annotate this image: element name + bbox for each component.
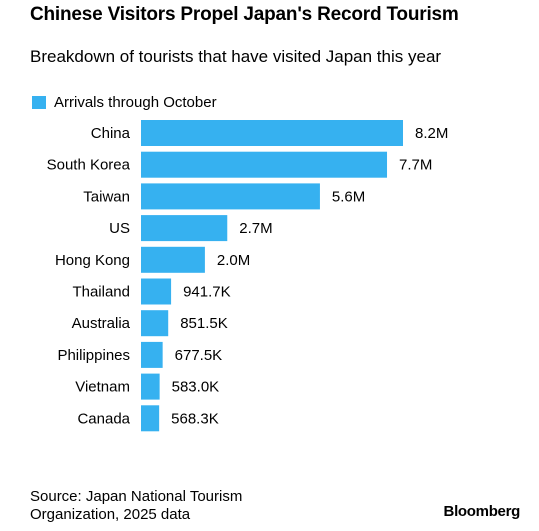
- bar: [141, 310, 169, 337]
- value-label: 568.3K: [171, 410, 219, 427]
- legend: Arrivals through October: [32, 94, 217, 111]
- category-label: China: [91, 125, 131, 142]
- bar: [141, 341, 163, 368]
- category-label: South Korea: [47, 157, 131, 174]
- bar: [141, 246, 205, 273]
- bar: [141, 120, 403, 146]
- category-label: US: [109, 220, 130, 237]
- legend-swatch: [32, 96, 46, 109]
- value-label: 7.7M: [399, 157, 432, 174]
- category-label: Australia: [72, 315, 131, 332]
- bar: [141, 215, 228, 242]
- value-label: 677.5K: [175, 347, 223, 364]
- value-label: 8.2M: [415, 125, 448, 142]
- chart-subtitle: Breakdown of tourists that have visited …: [30, 47, 442, 66]
- bar-chart: China 8.2M South Korea 7.7M Taiwan 5.6M US 2.7M…: [47, 120, 448, 432]
- value-label: 941.7K: [183, 284, 231, 301]
- category-label: Hong Kong: [55, 252, 130, 269]
- bar: [141, 151, 388, 178]
- bar: [141, 373, 160, 400]
- category-label: Philippines: [57, 347, 130, 364]
- value-label: 2.7M: [239, 220, 272, 237]
- category-label: Canada: [77, 410, 130, 427]
- category-label: Taiwan: [83, 188, 130, 205]
- brand-logo: Bloomberg: [443, 503, 521, 520]
- value-label: 5.6M: [332, 188, 365, 205]
- bar: [141, 183, 320, 210]
- value-label: 2.0M: [217, 252, 250, 269]
- category-label: Vietnam: [75, 379, 130, 396]
- value-label: 583.0K: [172, 379, 220, 396]
- value-label: 851.5K: [180, 315, 228, 332]
- bar: [141, 405, 160, 432]
- source-note: Source: Japan National Tourism Organizat…: [30, 488, 243, 523]
- chart-title: Chinese Visitors Propel Japan's Record T…: [30, 4, 459, 25]
- legend-label: Arrivals through October: [54, 94, 217, 111]
- bar: [141, 278, 172, 305]
- category-label: Thailand: [72, 284, 130, 301]
